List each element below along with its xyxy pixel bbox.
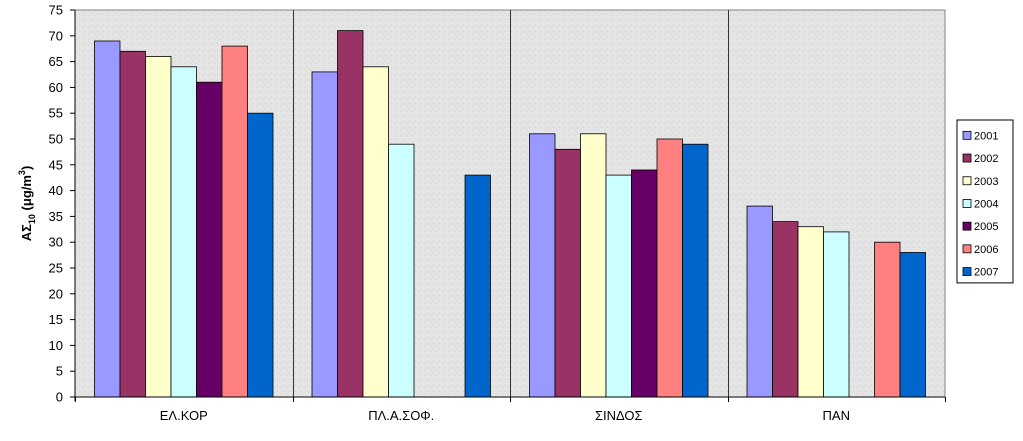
bar-2001-3: [746, 205, 773, 398]
y-tick-label: 45: [49, 157, 63, 172]
y-tick-label: 40: [49, 183, 63, 198]
bar-2001-0: [94, 40, 121, 398]
bar-2002-2: [554, 148, 581, 398]
bar-2002-1: [337, 30, 364, 398]
legend-label-2002: 2002: [974, 153, 998, 165]
y-axis-title-part: 10: [27, 214, 37, 224]
legend-swatch-2007: [962, 267, 972, 276]
bar-2001-1: [311, 71, 338, 398]
y-tick-label: 10: [49, 338, 63, 353]
legend-swatch-2006: [962, 244, 972, 254]
bar-2006-2: [656, 138, 683, 398]
y-tick-label: 30: [49, 235, 63, 250]
y-tick-label: 20: [49, 286, 63, 301]
legend-label-2003: 2003: [974, 176, 998, 188]
y-tick-label: 60: [49, 80, 63, 95]
legend-swatch-2005: [962, 221, 972, 231]
legend-swatch-2004: [962, 199, 972, 208]
bar-2004-0: [170, 66, 197, 398]
bar-2007-3: [899, 252, 926, 398]
y-tick-label: 15: [49, 312, 63, 327]
bar-2007-2: [682, 143, 709, 398]
legend-swatch-2001: [962, 130, 972, 140]
bar-2006-0: [221, 45, 248, 398]
y-tick-label: 5: [56, 364, 63, 379]
x-tick-label: ΕΛ.ΚΟΡ: [160, 408, 208, 423]
y-tick-label: 75: [49, 3, 63, 18]
y-tick-label: 65: [49, 54, 63, 69]
legend-label-2001: 2001: [974, 130, 998, 142]
bar-2003-1: [362, 66, 389, 398]
y-tick-label: 25: [49, 261, 63, 276]
bar-2003-2: [580, 133, 607, 398]
bar-2007-0: [247, 112, 274, 398]
x-tick-label: ΠΑΝ: [823, 408, 850, 423]
bar-2001-2: [529, 133, 556, 398]
bar-2003-0: [145, 56, 172, 398]
bar-2002-3: [772, 221, 799, 398]
bar-2003-3: [797, 226, 824, 398]
bar-2005-2: [631, 169, 658, 398]
y-tick-label: 70: [49, 28, 63, 43]
bar-2007-1: [464, 174, 491, 398]
y-tick-label: 55: [49, 106, 63, 121]
bar-2002-0: [119, 50, 146, 398]
legend-label-2007: 2007: [974, 267, 998, 279]
legend-label-2004: 2004: [974, 198, 998, 210]
bar-2005-0: [196, 81, 223, 398]
y-tick-label: 0: [56, 390, 63, 405]
x-tick-label: ΠΛ.Α.ΣΟΦ.: [368, 408, 434, 423]
y-tick-label: 35: [49, 209, 63, 224]
bar-2006-3: [874, 241, 901, 398]
legend-swatch-2002: [962, 153, 972, 163]
y-axis-title-part: 3: [17, 170, 27, 175]
bar-2004-2: [605, 174, 632, 398]
y-tick-label: 50: [49, 132, 63, 147]
y-axis-title-part: ΑΣ: [19, 224, 34, 241]
y-axis-title-part: (μg/m: [19, 175, 34, 214]
bar-2004-1: [388, 143, 415, 398]
legend-label-2005: 2005: [974, 221, 998, 233]
bar-2004-3: [823, 231, 850, 398]
legend-swatch-2003: [962, 176, 972, 186]
y-axis-title-part: ): [19, 166, 34, 170]
x-tick-label: ΣΙΝΔΟΣ: [595, 408, 643, 423]
legend-label-2006: 2006: [974, 244, 998, 256]
y-axis-title: ΑΣ10 (μg/m3): [17, 166, 37, 242]
